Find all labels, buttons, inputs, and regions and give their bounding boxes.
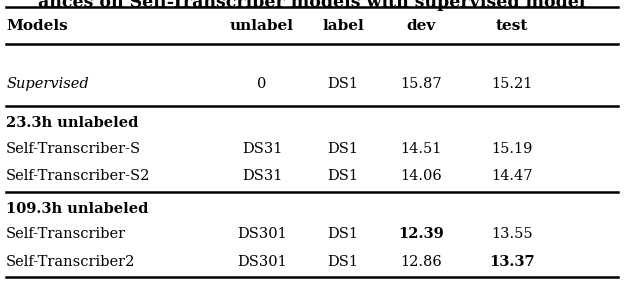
- Text: 109.3h unlabeled: 109.3h unlabeled: [6, 202, 149, 216]
- Text: 14.47: 14.47: [491, 169, 532, 183]
- Text: dev: dev: [407, 19, 436, 33]
- Text: Supervised: Supervised: [6, 77, 89, 91]
- Text: 15.87: 15.87: [401, 77, 442, 91]
- Text: 14.06: 14.06: [401, 169, 442, 183]
- Text: DS1: DS1: [328, 77, 359, 91]
- Text: label: label: [323, 19, 364, 33]
- Text: 15.21: 15.21: [491, 77, 532, 91]
- Text: 23.3h unlabeled: 23.3h unlabeled: [6, 116, 139, 130]
- Text: Self-Transcriber-S2: Self-Transcriber-S2: [6, 169, 150, 183]
- Text: DS301: DS301: [237, 255, 287, 269]
- Text: Self-Transcriber: Self-Transcriber: [6, 227, 127, 241]
- Text: DS31: DS31: [242, 142, 282, 156]
- Text: 12.86: 12.86: [401, 255, 442, 269]
- Text: Self-Transcriber-S: Self-Transcriber-S: [6, 142, 142, 156]
- Text: 13.55: 13.55: [491, 227, 532, 241]
- Text: DS1: DS1: [328, 255, 359, 269]
- Text: Self-Transcriber2: Self-Transcriber2: [6, 255, 135, 269]
- Text: 0: 0: [257, 77, 267, 91]
- Text: DS1: DS1: [328, 142, 359, 156]
- Text: 13.37: 13.37: [489, 255, 535, 269]
- Text: unlabel: unlabel: [230, 19, 294, 33]
- Text: DS1: DS1: [328, 227, 359, 241]
- Text: DS301: DS301: [237, 227, 287, 241]
- Text: 15.19: 15.19: [491, 142, 532, 156]
- Text: Models: Models: [6, 19, 68, 33]
- Text: DS31: DS31: [242, 169, 282, 183]
- Text: 12.39: 12.39: [398, 227, 444, 241]
- Text: 14.51: 14.51: [401, 142, 442, 156]
- Text: ances on Self-Transcriber models with supervised model: ances on Self-Transcriber models with su…: [38, 0, 586, 11]
- Text: test: test: [495, 19, 528, 33]
- Text: DS1: DS1: [328, 169, 359, 183]
